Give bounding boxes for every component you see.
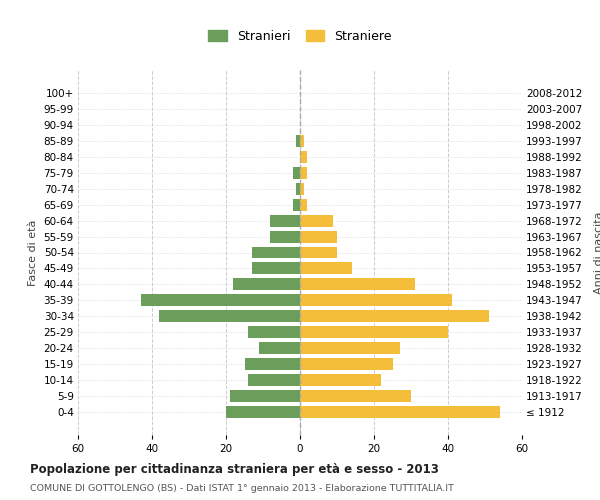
Bar <box>300 390 411 402</box>
Bar <box>300 198 307 210</box>
Bar <box>141 294 300 306</box>
Bar <box>300 246 337 258</box>
Bar <box>248 374 300 386</box>
Bar <box>259 342 300 354</box>
Bar <box>252 262 300 274</box>
Bar <box>300 230 337 242</box>
Bar <box>300 166 307 178</box>
Bar <box>300 310 488 322</box>
Bar <box>300 406 500 418</box>
Y-axis label: Fasce di età: Fasce di età <box>28 220 38 286</box>
Bar <box>226 406 300 418</box>
Bar <box>293 198 300 210</box>
Bar <box>245 358 300 370</box>
Bar <box>296 182 300 194</box>
Bar <box>271 230 300 242</box>
Bar <box>160 310 300 322</box>
Text: Popolazione per cittadinanza straniera per età e sesso - 2013: Popolazione per cittadinanza straniera p… <box>30 462 439 475</box>
Bar <box>300 358 392 370</box>
Bar <box>300 326 448 338</box>
Bar <box>300 278 415 290</box>
Bar <box>296 134 300 146</box>
Bar <box>300 294 452 306</box>
Bar <box>230 390 300 402</box>
Bar <box>300 374 382 386</box>
Bar <box>300 262 352 274</box>
Bar <box>233 278 300 290</box>
Bar <box>293 166 300 178</box>
Bar <box>300 214 334 226</box>
Bar <box>271 214 300 226</box>
Bar <box>248 326 300 338</box>
Bar <box>300 342 400 354</box>
Bar <box>300 150 307 162</box>
Bar <box>300 182 304 194</box>
Y-axis label: Anni di nascita: Anni di nascita <box>594 211 600 294</box>
Legend: Stranieri, Straniere: Stranieri, Straniere <box>203 25 397 48</box>
Bar <box>300 134 304 146</box>
Text: COMUNE DI GOTTOLENGO (BS) - Dati ISTAT 1° gennaio 2013 - Elaborazione TUTTITALIA: COMUNE DI GOTTOLENGO (BS) - Dati ISTAT 1… <box>30 484 454 493</box>
Bar <box>252 246 300 258</box>
